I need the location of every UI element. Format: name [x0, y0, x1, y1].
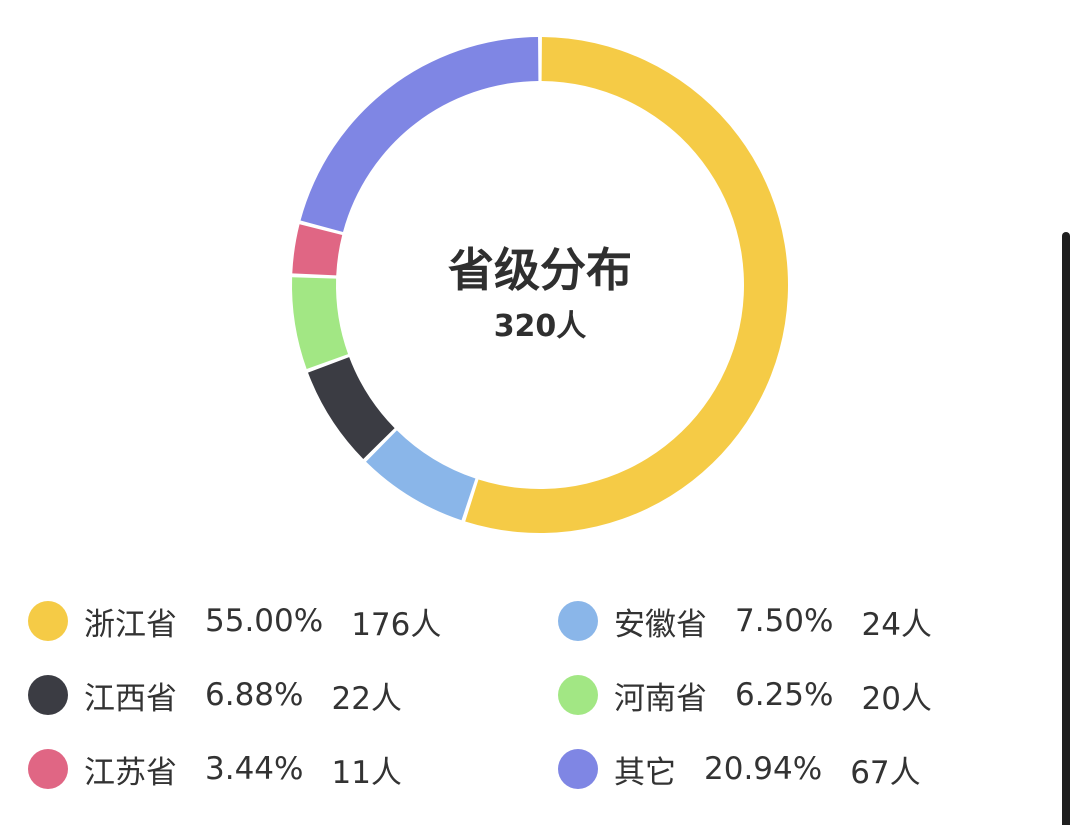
- legend-item-jiangsu[interactable]: 江苏省 3.44% 11人: [28, 739, 402, 799]
- legend-dot-icon: [558, 675, 598, 715]
- legend-dot-icon: [28, 675, 68, 715]
- legend-item-anhui[interactable]: 安徽省 7.50% 24人: [558, 591, 932, 651]
- legend-count: 176人: [351, 606, 442, 643]
- legend-percent: 20.94%: [704, 751, 823, 787]
- legend-dot-icon: [558, 749, 598, 789]
- legend-name: 安徽省: [614, 606, 707, 643]
- legend-name: 其它: [614, 754, 676, 791]
- donut-chart: 省级分布 320人: [292, 37, 788, 533]
- legend-count: 67人: [850, 754, 921, 791]
- legend-name: 河南省: [614, 680, 707, 717]
- donut-slice-2[interactable]: [308, 357, 395, 459]
- legend-item-jiangxi[interactable]: 江西省 6.88% 22人: [28, 665, 402, 725]
- legend-percent: 6.88%: [205, 677, 304, 713]
- legend-percent: 3.44%: [205, 751, 304, 787]
- legend-name: 江苏省: [84, 754, 177, 791]
- legend-item-zhejiang[interactable]: 浙江省 55.00% 176人: [28, 591, 441, 651]
- legend-count: 11人: [331, 754, 402, 791]
- legend-percent: 6.25%: [735, 677, 834, 713]
- legend-dot-icon: [28, 749, 68, 789]
- chart-title: 省级分布: [448, 243, 632, 297]
- legend-count: 22人: [331, 680, 402, 717]
- legend-name: 浙江省: [84, 606, 177, 643]
- legend-percent: 7.50%: [735, 603, 834, 639]
- donut-slices: [292, 37, 788, 533]
- legend-count: 24人: [861, 606, 932, 643]
- donut-slice-4[interactable]: [292, 224, 343, 276]
- legend-percent: 55.00%: [205, 603, 324, 639]
- donut-slice-1[interactable]: [366, 430, 476, 521]
- legend-dot-icon: [558, 601, 598, 641]
- scrollbar[interactable]: [1062, 232, 1070, 825]
- legend-name: 江西省: [84, 680, 177, 717]
- donut-slice-5[interactable]: [300, 37, 539, 232]
- legend-dot-icon: [28, 601, 68, 641]
- donut-slice-0[interactable]: [465, 37, 788, 533]
- legend-count: 20人: [861, 680, 932, 717]
- chart-total: 320人: [494, 309, 587, 344]
- legend-item-henan[interactable]: 河南省 6.25% 20人: [558, 665, 932, 725]
- donut-slice-3[interactable]: [292, 277, 349, 370]
- chart-legend: 浙江省 55.00% 176人 安徽省 7.50% 24人 江西省 6.88% …: [0, 585, 1080, 815]
- legend-item-other[interactable]: 其它 20.94% 67人: [558, 739, 921, 799]
